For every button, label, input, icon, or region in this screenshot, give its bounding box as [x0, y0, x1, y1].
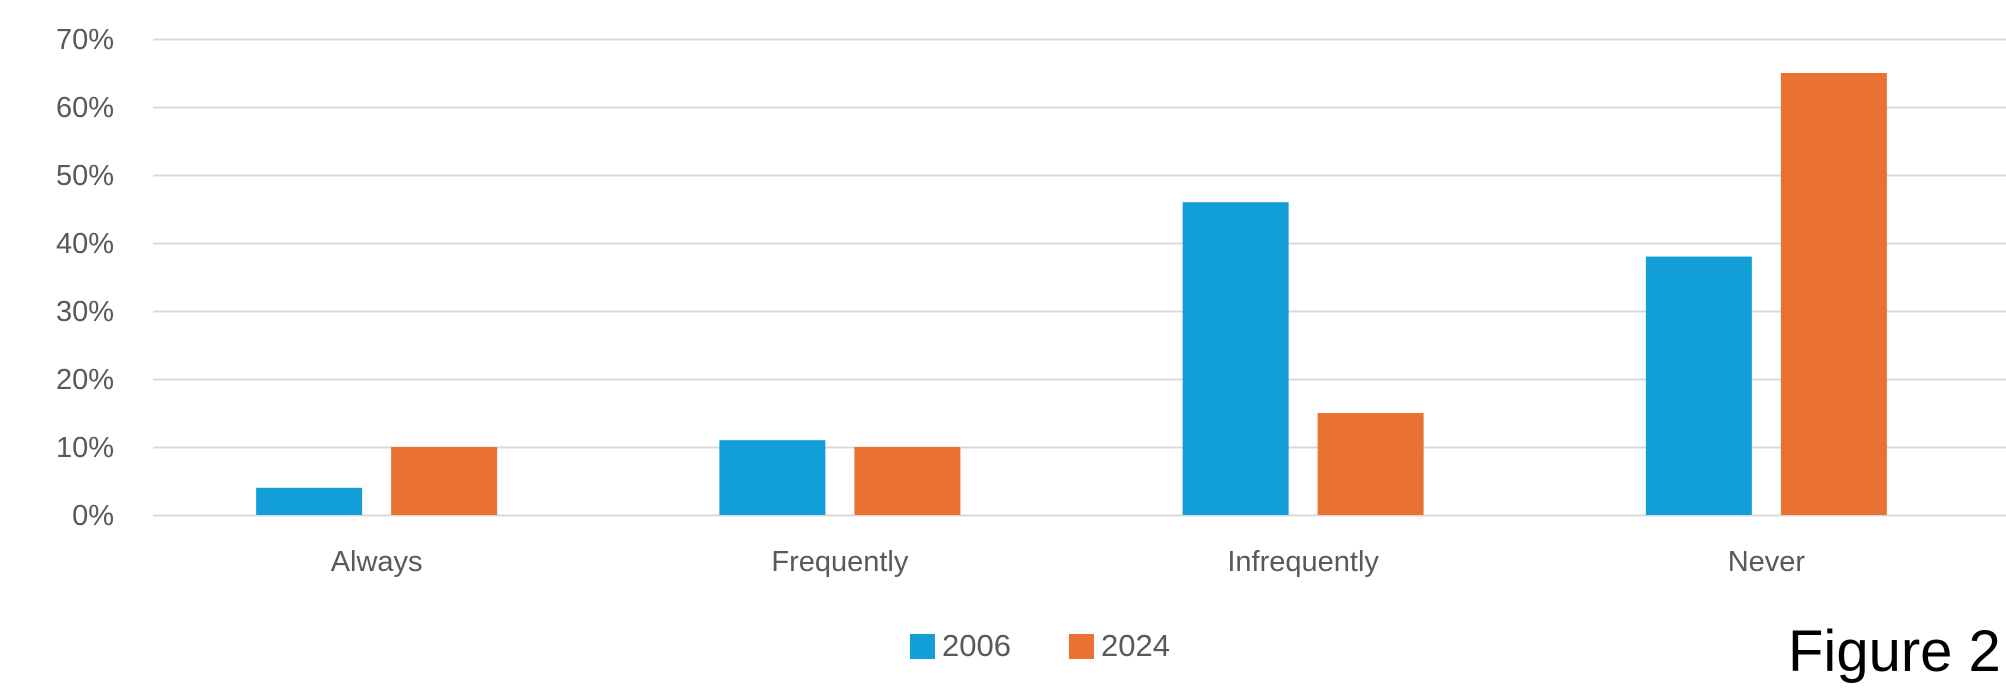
y-tick-label: 20% [56, 364, 114, 396]
x-tick-label: Frequently [771, 546, 909, 578]
legend: 2006 2024 [910, 628, 1170, 663]
bars [256, 73, 1887, 515]
bar-2024-always [391, 447, 498, 515]
y-tick-label: 60% [56, 92, 114, 124]
bar-2006-never [1645, 256, 1752, 515]
y-axis-tick-labels: 0% 10% 20% 30% 40% 50% 60% 70% [56, 24, 114, 532]
y-tick-label: 50% [56, 160, 114, 192]
legend-label-2006: 2006 [942, 628, 1011, 663]
bar-2006-always [256, 487, 363, 515]
y-tick-label: 70% [56, 24, 114, 56]
y-tick-label: 10% [56, 432, 114, 464]
bar-2024-never [1780, 73, 1887, 515]
bar-2024-infrequently [1317, 413, 1424, 515]
legend-label-2024: 2024 [1101, 628, 1170, 663]
x-axis-tick-labels: Always Frequently Infrequently Never [331, 546, 1806, 578]
y-tick-label: 0% [72, 500, 114, 532]
y-tick-label: 30% [56, 296, 114, 328]
figure-caption: Figure 2 [1788, 619, 2001, 684]
y-tick-label: 40% [56, 228, 114, 260]
x-tick-label: Infrequently [1227, 546, 1379, 578]
bar-2006-infrequently [1182, 202, 1289, 515]
bar-2006-frequently [719, 440, 826, 515]
legend-swatch-2006 [910, 634, 935, 659]
x-tick-label: Never [1728, 546, 1806, 578]
bar-2024-frequently [854, 447, 961, 515]
x-tick-label: Always [331, 546, 423, 578]
legend-swatch-2024 [1069, 634, 1094, 659]
